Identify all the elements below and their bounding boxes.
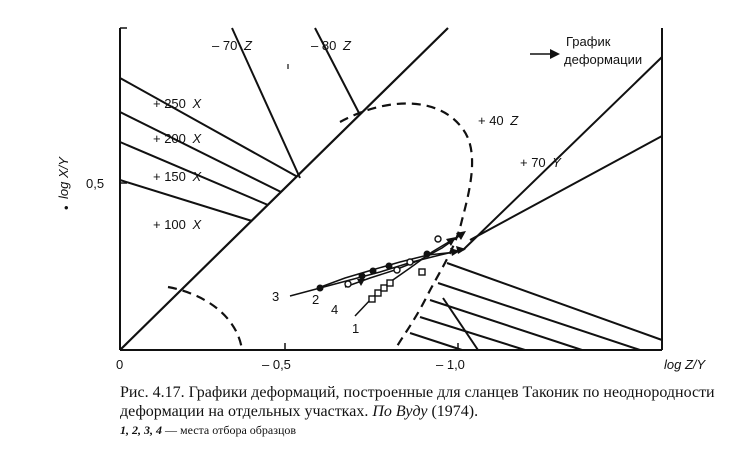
contour-label-70y-value: + 70: [520, 155, 546, 170]
contour-label-250x-axis: X: [192, 96, 203, 111]
contour-100x: [119, 179, 253, 222]
path-3: [289, 249, 463, 297]
path-4: [344, 233, 463, 288]
contour-label-70y-axis: Y: [552, 155, 562, 170]
contour-label-200x-axis: X: [192, 131, 203, 146]
square-marker: [368, 295, 376, 303]
open-marker: [344, 280, 352, 288]
contour-label-70z-value: – 70: [212, 38, 237, 53]
contour-250x: [119, 77, 297, 177]
sample-label-1: 1: [352, 321, 359, 336]
dashed-boundaries: [167, 102, 474, 351]
legend-numbers: 1, 2, 3, 4: [120, 423, 162, 437]
hatch-line-2: [437, 282, 641, 351]
contour-label-80z-value: – 80: [311, 38, 336, 53]
y-axis-marker: •: [64, 200, 69, 215]
filled-markers: [316, 250, 431, 292]
figure-legend: 1, 2, 3, 4 — места отбора образцов: [120, 423, 740, 438]
filled-marker: [385, 262, 393, 270]
legend-arrow-head: [550, 49, 560, 59]
contour-label-40z-value: + 40: [478, 113, 504, 128]
square-marker: [386, 279, 394, 287]
open-markers: [344, 235, 442, 303]
caption-author: По Вуду: [372, 403, 428, 420]
plot-frame: [119, 28, 663, 351]
contour-label-70z-axis: Z: [243, 38, 253, 53]
arrowhead-path-4: [456, 231, 466, 240]
contour-label-150x-value: + 150: [153, 169, 186, 184]
y-tick-label-05: 0,5: [86, 176, 104, 191]
open-marker: [406, 258, 414, 266]
x-tick-label-10: – 1,0: [436, 357, 465, 372]
triangle-marker: [357, 279, 365, 286]
contour-label-100x-value: + 100: [153, 217, 186, 232]
contour-150x: [119, 141, 269, 206]
filled-marker: [358, 272, 366, 280]
sample-label-2: 2: [312, 292, 319, 307]
arrowhead-path-2: [450, 248, 460, 256]
square-marker: [380, 284, 388, 292]
filled-marker: [423, 250, 431, 258]
lower-right-hatch: [409, 262, 663, 351]
open-marker: [393, 266, 401, 274]
x-axis-title: log Z/Y: [664, 357, 707, 372]
dashed-lower-left: [167, 285, 244, 351]
hatch-line-1: [446, 262, 663, 341]
arrowhead-path-3: [456, 246, 466, 254]
sample-label-4: 4: [331, 302, 338, 317]
contour-40z-diag: [462, 56, 663, 251]
legend-arrow-text-2: деформации: [564, 52, 642, 67]
contour-label-100x-axis: X: [192, 217, 203, 232]
contour-label-100x: + 100 X: [153, 217, 203, 232]
contour-label-250x-value: + 250: [153, 96, 186, 111]
open-marker: [434, 235, 442, 243]
contour-70y-diag: [469, 135, 663, 241]
hatch-line-3: [429, 299, 583, 351]
path-arrowheads: [446, 231, 466, 256]
dashed-envelope: [339, 102, 474, 351]
legend-arrow-text-1: График: [566, 34, 611, 49]
arrowhead-path-1: [446, 237, 456, 246]
legend-arrow: [530, 49, 560, 59]
caption-year: (1974).: [431, 403, 479, 420]
hatch-line-6: [442, 297, 479, 351]
hatch-line-4: [419, 316, 526, 351]
hatch-line-5: [409, 332, 463, 351]
contour-label-150x-axis: X: [192, 169, 203, 184]
x-contour-lines: [119, 77, 297, 222]
contour-label-150x: + 150 X: [153, 169, 203, 184]
contour-label-40z-axis: Z: [509, 113, 519, 128]
contour-label-70y: + 70 Y: [520, 155, 562, 170]
contour-label-200x: + 200 X: [153, 131, 203, 146]
figure-caption: Рис. 4.17. Графики деформаций, построенн…: [120, 383, 740, 421]
x-tick-label-05: – 0,5: [262, 357, 291, 372]
filled-marker: [316, 284, 324, 292]
contour-label-200x-value: + 200: [153, 131, 186, 146]
contour-70z: [231, 27, 301, 179]
contour-label-80z: – 80 Z: [311, 38, 352, 53]
x-tick-label-0: 0: [116, 357, 123, 372]
legend-text: — места отбора образцов: [165, 423, 297, 437]
y-axis-title: log X/Y: [56, 156, 71, 199]
square-marker: [374, 289, 382, 297]
contour-label-70z: – 70 Z: [212, 38, 253, 53]
contour-80z: [314, 27, 360, 114]
filled-marker: [369, 267, 377, 275]
contour-200x: [119, 111, 282, 193]
y-contour-lines: [462, 56, 663, 251]
contour-label-40z: + 40 Z: [478, 113, 519, 128]
z-contour-lines: [231, 27, 360, 179]
sample-label-3: 3: [272, 289, 279, 304]
contour-label-80z-axis: Z: [342, 38, 352, 53]
caption-text: Рис. 4.17. Графики деформаций, построенн…: [120, 384, 715, 420]
main-diagonal-line: [119, 27, 449, 351]
contour-label-250x: + 250 X: [153, 96, 203, 111]
square-marker: [418, 268, 426, 276]
